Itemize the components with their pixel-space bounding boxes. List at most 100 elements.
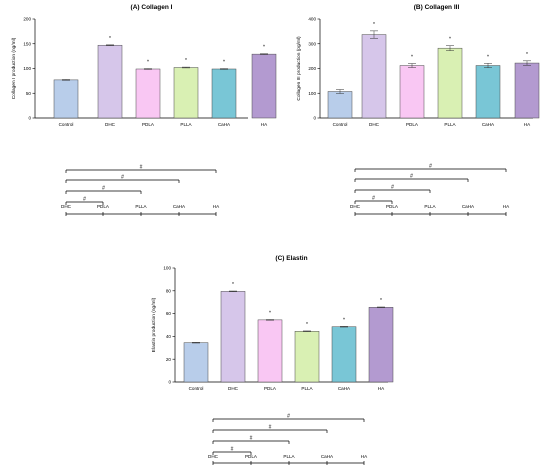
x-tick-label: HA	[378, 386, 385, 391]
bar-caha	[331, 326, 357, 383]
y-tick-label: 300	[308, 41, 316, 46]
comparison-label: CaHA	[321, 454, 334, 459]
comparison-label: PDLA	[386, 204, 399, 209]
y-tick-label: 40	[166, 334, 172, 339]
bar-dhc	[220, 291, 246, 383]
significance-star: *	[263, 45, 265, 51]
bar-dhc	[97, 44, 123, 119]
bracket-label: #	[269, 425, 272, 431]
bar-control	[327, 91, 353, 119]
significance-star: *	[223, 60, 225, 66]
comparison-label: PLLA	[424, 204, 436, 209]
y-tick-label: 150	[23, 41, 31, 46]
comparison-label: PDLA	[97, 204, 110, 209]
bracket-label: #	[372, 196, 375, 202]
bar-plla	[294, 331, 320, 383]
comparison-label: PLLA	[135, 204, 147, 209]
comparison-label: DHC	[208, 454, 219, 459]
significance-star: *	[269, 311, 271, 317]
bracket-label: #	[140, 165, 143, 171]
bar-control	[183, 342, 209, 383]
y-axis-label: Elastin production (ng/ml)	[151, 297, 157, 352]
x-tick-label: HA	[524, 122, 531, 127]
comparison-brackets: DHC PDLA PLLA CaHA HA # # # #	[350, 164, 510, 216]
chart-panel-2: (B) Collagen III 0 100 200 300 400 Collagen II…	[296, 4, 540, 216]
significance-star: *	[411, 55, 413, 61]
significance-star: *	[449, 37, 451, 43]
x-tick-label: PLLA	[444, 122, 456, 127]
y-tick-label: 60	[166, 311, 172, 316]
y-axis-label: Collagen III production (pg/ml)	[296, 36, 302, 101]
bar-pdla	[399, 65, 425, 119]
x-tick-label: CaHA	[338, 386, 351, 391]
y-tick-label: 400	[308, 17, 316, 22]
x-tick-label: Control	[59, 122, 74, 127]
bracket-label: #	[287, 414, 290, 420]
y-tick-label: 0	[313, 116, 316, 121]
bar-dhc	[361, 34, 387, 119]
bar-caha	[475, 65, 501, 119]
comparison-label: DHC	[61, 204, 72, 209]
y-tick-label: 100	[23, 66, 31, 71]
bracket-label: #	[121, 175, 124, 181]
comparison-brackets: DHC PDLA PLLA CaHA HA # # # #	[208, 414, 368, 465]
significance-star: *	[185, 58, 187, 64]
chart-title: (B) Collagen III	[414, 4, 460, 11]
y-tick-label: 100	[163, 266, 171, 271]
significance-star: *	[380, 298, 382, 304]
comparison-label: PDLA	[245, 454, 258, 459]
x-tick-label: CaHA	[482, 122, 495, 127]
y-tick-label: 200	[308, 66, 316, 71]
significance-star: *	[109, 36, 111, 42]
bar-plla	[437, 47, 463, 119]
comparison-label: DHC	[350, 204, 361, 209]
comparison-brackets: DHC PDLA PLLA CaHA HA # # # #	[61, 165, 220, 216]
bracket-label: #	[429, 164, 432, 170]
significance-star: *	[306, 322, 308, 328]
x-tick-label: PDLA	[264, 386, 277, 391]
y-tick-label: 0	[168, 380, 171, 385]
bar-pdla	[257, 319, 283, 383]
bracket-label: #	[102, 186, 105, 192]
significance-star: *	[343, 317, 345, 323]
x-tick-label: CaHA	[218, 122, 231, 127]
bar-plla	[173, 67, 199, 119]
y-tick-label: 200	[23, 17, 31, 22]
y-tick-label: 100	[308, 91, 316, 96]
y-tick-label: 50	[26, 91, 32, 96]
comparison-label: HA	[213, 204, 220, 209]
bracket-label: #	[391, 185, 394, 191]
chart-panel-1: (A) Collagen I 0 50 100 150 200 Collagen I pro…	[11, 4, 277, 216]
bracket-label: #	[250, 436, 253, 442]
significance-star: *	[373, 22, 375, 28]
comparison-label: CaHA	[173, 204, 186, 209]
significance-star: *	[487, 54, 489, 60]
bar-control	[53, 79, 79, 119]
x-tick-label: DHC	[369, 122, 380, 127]
bar-ha	[368, 307, 394, 383]
x-tick-label: DHC	[105, 122, 116, 127]
x-tick-label: PDLA	[142, 122, 155, 127]
comparison-label: HA	[361, 454, 368, 459]
bar-caha	[211, 68, 237, 119]
y-tick-label: 20	[166, 357, 172, 362]
y-tick-label: 80	[166, 288, 172, 293]
bar-pdla	[135, 68, 161, 119]
bar-ha	[514, 62, 540, 119]
bracket-label: #	[410, 174, 413, 180]
y-tick-label: 0	[28, 116, 31, 121]
x-tick-label: DHC	[228, 386, 239, 391]
comparison-label: PLLA	[283, 454, 295, 459]
comparison-label: CaHA	[462, 204, 475, 209]
x-tick-label: Control	[189, 386, 204, 391]
bar-ha	[251, 53, 277, 119]
x-tick-label: Control	[333, 122, 348, 127]
chart-panel-3: (C) Elastin 0 20 40 60 80 100 Elastin productio…	[151, 255, 394, 465]
comparison-label: HA	[503, 204, 510, 209]
significance-star: *	[232, 282, 234, 288]
bracket-label: #	[83, 197, 86, 203]
chart-title: (A) Collagen I	[131, 4, 173, 11]
bracket-label: #	[231, 447, 234, 453]
significance-star: *	[147, 60, 149, 66]
y-axis-label: Collagen I production (ng/ml)	[11, 37, 17, 99]
